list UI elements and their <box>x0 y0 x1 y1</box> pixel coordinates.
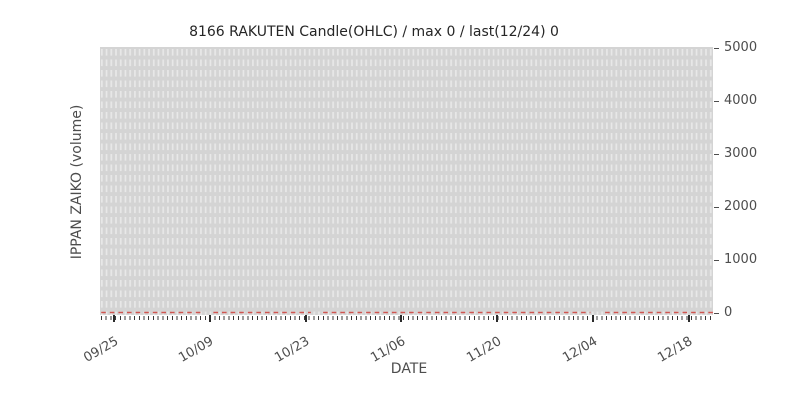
y-tick-label: 1000 <box>724 252 758 267</box>
x-major-tick <box>208 315 211 322</box>
x-major-tick <box>496 315 499 322</box>
y-tick <box>714 100 719 102</box>
y-tick-label: 2000 <box>724 199 758 214</box>
x-major-tick <box>304 315 307 322</box>
x-axis-minor-ticks <box>101 316 713 320</box>
y-tick <box>714 206 719 208</box>
x-major-tick <box>113 315 115 322</box>
y-tick-label: 4000 <box>724 93 758 108</box>
x-axis-label: DATE <box>390 361 428 377</box>
y-tick-label: 3000 <box>724 146 758 161</box>
vertical-gridlines <box>100 47 713 315</box>
x-major-tick <box>687 315 690 322</box>
plot-area <box>100 47 713 315</box>
y-tick <box>714 47 719 49</box>
plot-canvas <box>100 47 713 315</box>
y-tick-label: 0 <box>724 305 733 320</box>
y-tick <box>714 153 719 155</box>
y-tick <box>714 312 719 314</box>
y-tick <box>714 259 719 261</box>
y-tick-label: 5000 <box>724 40 758 55</box>
y-axis-label: IPPAN ZAIKO (volume) <box>69 104 85 260</box>
x-major-tick <box>592 315 594 322</box>
chart-title: 8166 RAKUTEN Candle(OHLC) / max 0 / last… <box>189 24 559 40</box>
x-major-tick <box>400 315 403 322</box>
